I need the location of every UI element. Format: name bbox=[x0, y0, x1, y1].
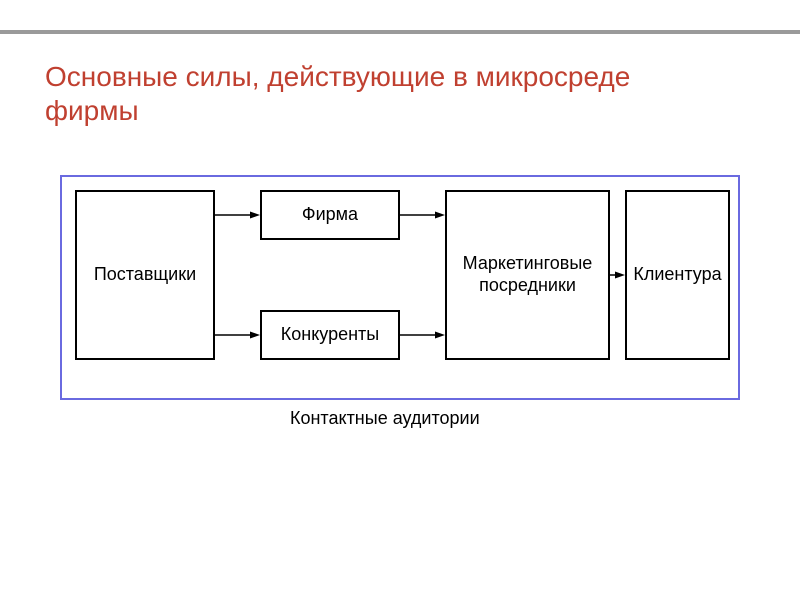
diagram-caption: Контактные аудитории bbox=[290, 408, 480, 429]
node-clientele: Клиентура bbox=[625, 190, 730, 360]
node-intermediaries-label: Маркетинговые посредники bbox=[447, 253, 608, 296]
node-intermediaries: Маркетинговые посредники bbox=[445, 190, 610, 360]
node-firm-label: Фирма bbox=[302, 204, 358, 226]
node-suppliers: Поставщики bbox=[75, 190, 215, 360]
page-title: Основные силы, действующие в микросреде … bbox=[45, 60, 665, 127]
node-suppliers-label: Поставщики bbox=[94, 264, 196, 286]
node-clientele-label: Клиентура bbox=[633, 264, 721, 286]
node-competitors-label: Конкуренты bbox=[281, 324, 379, 346]
top-divider bbox=[0, 30, 800, 34]
node-firm: Фирма bbox=[260, 190, 400, 240]
node-competitors: Конкуренты bbox=[260, 310, 400, 360]
